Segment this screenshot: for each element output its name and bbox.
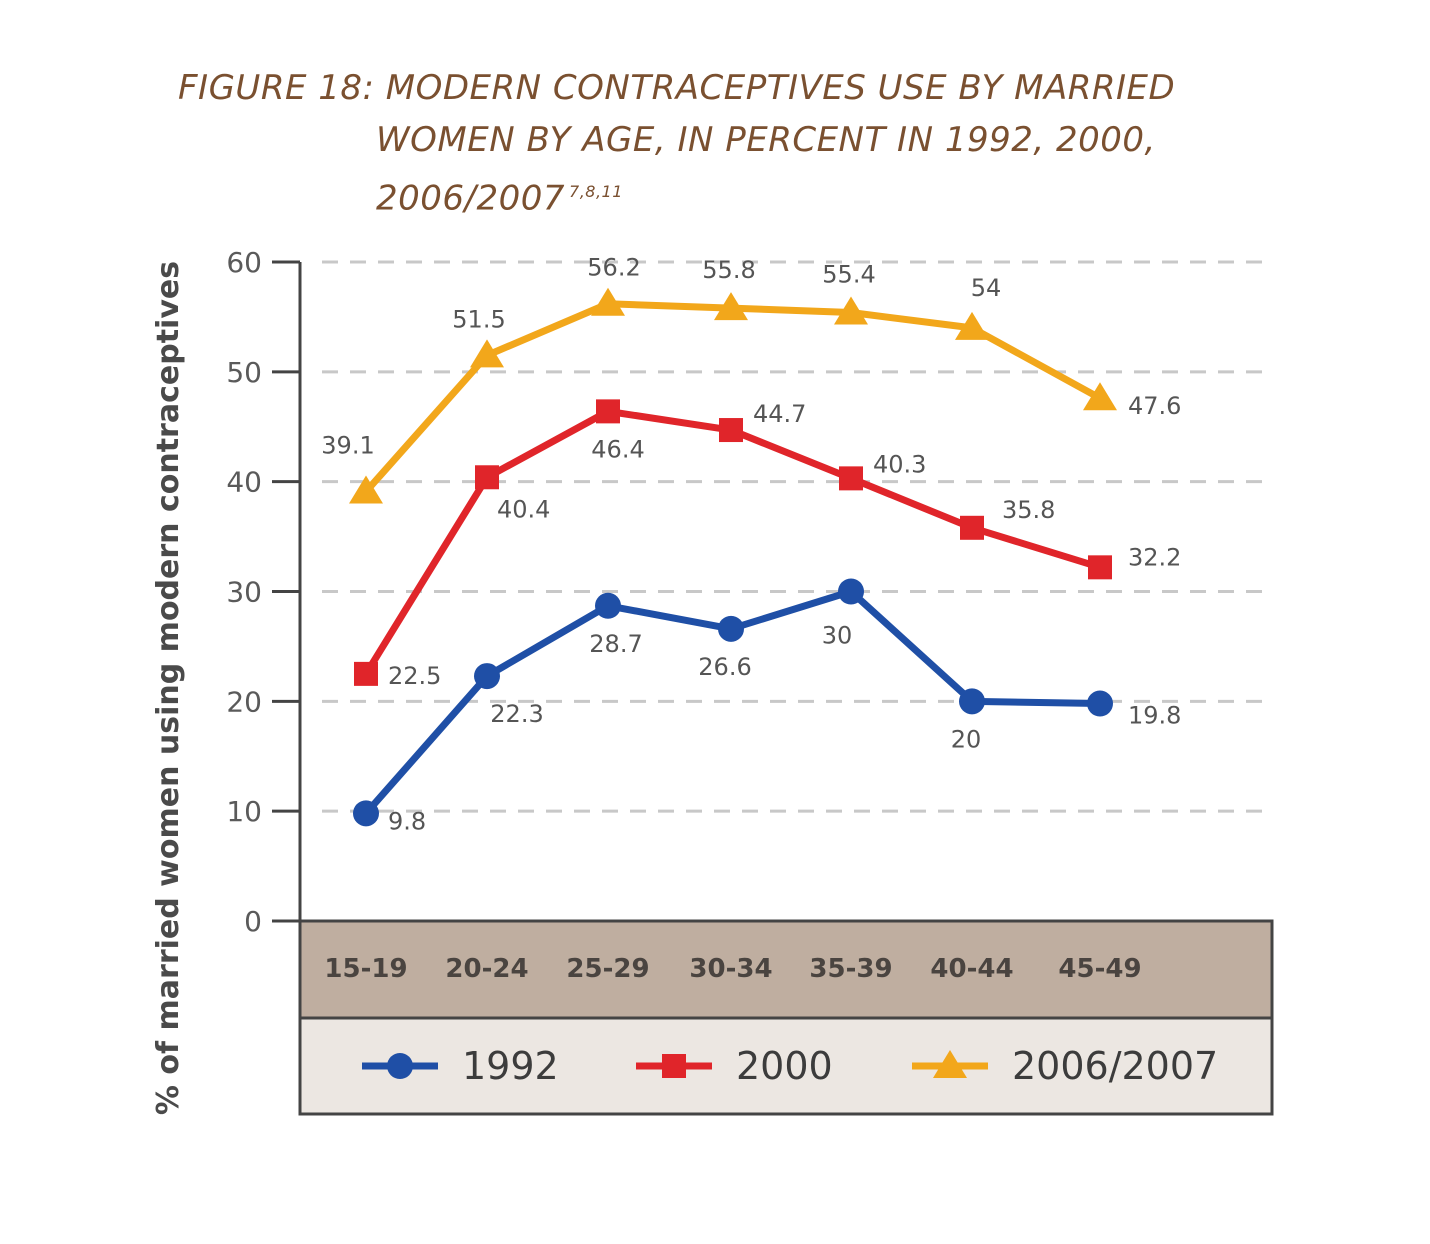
data-label-2006-2007: 55.4	[822, 261, 875, 289]
y-axis-label: % of married women using modern contrace…	[151, 261, 186, 1115]
x-tick-label: 30-34	[689, 954, 772, 984]
y-tick-label: 60	[226, 246, 262, 279]
point-2006-2007	[955, 311, 989, 340]
data-label-2006-2007: 39.1	[321, 432, 374, 460]
data-label-2006-2007: 56.2	[587, 254, 640, 282]
data-label-2000: 32.2	[1128, 543, 1181, 571]
data-label-2000: 22.5	[388, 662, 441, 690]
x-tick-label: 45-49	[1058, 954, 1141, 984]
point-1992	[718, 615, 744, 642]
figure-title-line-2: WOMEN BY AGE, IN PERCENT IN 1992, 2000,	[376, 120, 1156, 160]
point-1992	[474, 663, 500, 690]
point-2000	[960, 515, 984, 540]
data-label-2000: 40.3	[873, 450, 926, 478]
data-label-2006-2007: 55.8	[702, 256, 755, 284]
y-tick-label: 10	[226, 795, 262, 828]
x-tick-label: 40-44	[930, 954, 1013, 984]
data-label-1992: 22.3	[490, 700, 543, 728]
legend-label-2000: 2000	[736, 1044, 833, 1088]
point-1992	[595, 592, 621, 619]
point-2006-2007	[591, 287, 625, 316]
x-tick-label: 35-39	[809, 954, 892, 984]
point-2006-2007	[349, 475, 383, 504]
point-2000	[719, 418, 743, 443]
y-tick-label: 40	[226, 466, 262, 499]
point-2006-2007	[834, 296, 868, 325]
legend-marker-2006-2007	[933, 1050, 967, 1078]
y-tick-label: 50	[226, 356, 262, 389]
point-1992	[1087, 690, 1113, 717]
data-label-2000: 35.8	[1002, 496, 1055, 524]
legend-label-1992: 1992	[462, 1044, 559, 1088]
figure-title-refs: 7,8,11	[569, 182, 623, 201]
data-label-1992: 30	[822, 622, 853, 650]
x-tick-label: 20-24	[445, 954, 528, 984]
point-2000	[596, 399, 620, 424]
figure-title-line-3-text: 2006/2007	[376, 178, 566, 219]
data-label-2000: 46.4	[591, 435, 644, 463]
data-label-2000: 40.4	[497, 495, 550, 523]
legend-marker-1992	[387, 1053, 413, 1079]
data-label-1992: 19.8	[1128, 702, 1181, 730]
point-1992	[838, 578, 864, 605]
point-1992	[959, 688, 985, 715]
data-label-2006-2007: 51.5	[452, 305, 505, 333]
data-label-2000: 44.7	[753, 400, 806, 428]
figure-title-line-3: 2006/2007 7,8,11	[178, 166, 1178, 224]
legend-marker-2000	[662, 1054, 686, 1078]
y-tick-label: 0	[244, 905, 262, 938]
data-label-2006-2007: 54	[971, 274, 1002, 302]
point-2000	[1088, 555, 1112, 580]
data-label-1992: 9.8	[388, 807, 426, 835]
point-2000	[839, 466, 863, 491]
figure-title-line-1: FIGURE 18: MODERN CONTRACEPTIVES USE BY …	[178, 68, 1176, 108]
data-label-1992: 26.6	[698, 653, 751, 681]
point-2000	[354, 661, 378, 686]
point-1992	[353, 800, 379, 827]
y-tick-label: 20	[226, 685, 262, 718]
x-tick-label: 15-19	[324, 954, 407, 984]
point-2006-2007	[1083, 382, 1117, 411]
x-tick-label: 25-29	[566, 954, 649, 984]
data-label-1992: 20	[951, 725, 982, 753]
legend-label-2006-2007: 2006/2007	[1012, 1044, 1218, 1088]
point-2006-2007	[714, 292, 748, 321]
point-2000	[475, 465, 499, 490]
y-tick-label: 30	[226, 576, 262, 609]
point-2006-2007	[470, 339, 504, 368]
data-label-1992: 28.7	[589, 630, 642, 658]
data-label-2006-2007: 47.6	[1128, 392, 1181, 420]
figure-title: FIGURE 18: MODERN CONTRACEPTIVES USE BY …	[178, 62, 1178, 224]
